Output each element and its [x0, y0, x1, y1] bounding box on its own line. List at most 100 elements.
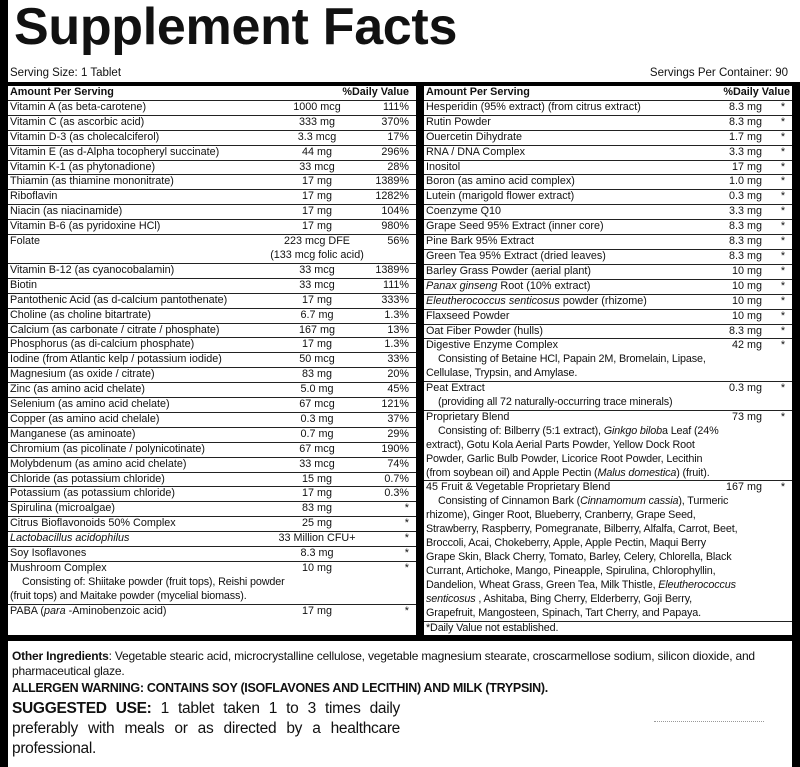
daily-value: * [780, 264, 786, 277]
text-segment: Molybdenum (as amino acid chelate) [10, 457, 187, 470]
daily-value: * [780, 279, 786, 292]
text-segment: PABA ( [10, 604, 45, 617]
nutrient-name: Pantothenic Acid (as d-calcium pantothen… [10, 294, 269, 308]
text-segment: Powder, Garlic Bulb Powder, Licorice Roo… [426, 452, 703, 465]
text-segment: Lactobacillus acidophilus [10, 532, 130, 545]
daily-value-header: %Daily Value [723, 86, 790, 98]
text-segment: Broccoli, Acai, Chokeberry, Apple, Apple… [426, 537, 707, 550]
table-row-continued: (133 mcg folic acid) [8, 249, 416, 264]
nutrient-amount: 73 mg [731, 410, 762, 423]
text-segment: Vitamin D-3 (as cholecalciferol) [10, 130, 160, 143]
nutrient-amount: 1.7 mg [728, 130, 762, 143]
nutrient-name: Chromium (as picolinate / polynicotinate… [10, 443, 269, 457]
ingredient-note: Cellulase, Trypsin, and Amylase. [424, 367, 792, 383]
text-segment: Vitamin C (as ascorbic acid) [10, 115, 145, 128]
text-segment: Manganese (as aminoate) [10, 427, 136, 440]
text-segment: Chloride (as potassium chloride) [10, 472, 165, 485]
daily-value: * [780, 382, 786, 395]
text-segment: Vitamin K-1 (as phytonadione) [10, 160, 156, 173]
nutrient-amount: 25 mg [301, 517, 332, 530]
text-segment: Soy Isoflavones [10, 547, 87, 560]
text-segment: Iodine (from Atlantic kelp / potassium i… [10, 353, 222, 366]
table-row: Panax ginseng Root (10% extract) 10 mg * [424, 280, 792, 295]
daily-value: 33% [387, 353, 409, 366]
nutrient-amount: 1000 mcg [293, 100, 341, 113]
nutrient-name: Lactobacillus acidophilus [10, 532, 269, 546]
table-row: Boron (as amino acid complex) 1.0 mg * [424, 175, 792, 191]
text-segment: Oat Fiber Powder (hulls) [426, 324, 544, 337]
text-segment: Magnesium (as oxide / citrate) [10, 368, 155, 381]
text-segment: Copper (as amino acid chelale) [10, 412, 160, 425]
table-row: Oat Fiber Powder (hulls) 8.3 mg * [424, 325, 792, 340]
nutrient-amount: 8.3 mg [728, 249, 762, 262]
ingredient-note: Consisting of: Shiitake powder (fruit to… [8, 576, 416, 590]
nutrient-amount: 3.3 mg [728, 205, 762, 218]
nutrient-amount: 33 mcg [299, 263, 335, 276]
text-segment: Grapefruit, Mangosteen, Spinach, Tart Ch… [426, 606, 701, 619]
table-row: Vitamin C (as ascorbic acid) 333 mg 370% [8, 116, 416, 131]
daily-value: * [780, 294, 786, 307]
nutrient-name: PABA (para -Aminobenzoic acid) [10, 605, 269, 619]
nutrient-amount: 67 mcg [299, 442, 335, 455]
text-segment: Ginkgo bilob [603, 424, 662, 437]
ingredient-note: (from soybean oil) and Apple Pectin (Mal… [424, 467, 792, 482]
daily-value: 1389% [375, 175, 409, 188]
nutrient-amount: 17 mg [301, 487, 332, 500]
nutrient-amount: 0.3 mg [728, 190, 762, 203]
servings-per-container: Servings Per Container: 90 [649, 67, 788, 79]
nutrient-amount: 0.7 mg [300, 427, 334, 440]
table-row: PABA (para -Aminobenzoic acid) 17 mg * [8, 605, 416, 619]
daily-value: 29% [387, 427, 409, 440]
table-row: Biotin 33 mcg 111% [8, 279, 416, 294]
text-segment: -Aminobenzoic acid) [65, 604, 167, 617]
text-segment: Vitamin B-6 (as pyridoxine HCl) [10, 220, 161, 233]
daily-value: * [404, 517, 409, 530]
ingredient-note: Strawberry, Raspberry, Pomegranate, Bilb… [424, 523, 792, 537]
text-segment: Potassium (as potassium chloride) [10, 487, 176, 500]
nutrient-name: Magnesium (as oxide / citrate) [10, 368, 269, 382]
daily-value: * [780, 220, 786, 233]
nutrient-name: Folate [10, 235, 269, 249]
daily-value: * [780, 235, 786, 248]
text-segment: Biotin [10, 278, 38, 291]
text-segment: Eleutherococcus [658, 578, 736, 591]
daily-value: 121% [381, 398, 409, 411]
daily-value: * [780, 190, 786, 203]
text-segment: rhizome), Ginger Root, Blueberry, Cranbe… [426, 509, 696, 522]
facts-table-right: Amount Per Serving %Daily Value Hesperid… [424, 82, 792, 636]
table-row: Hesperidin (95% extract) (from citrus ex… [424, 101, 792, 116]
daily-value: * [780, 175, 786, 188]
nutrient-name: Ouercetin Dihydrate [426, 131, 696, 145]
table-row: Vitamin K-1 (as phytonadione) 33 mcg 28% [8, 161, 416, 176]
nutrient-name: Spirulina (microalgae) [10, 502, 269, 516]
ingredient-note: Consisting of Betaine HCl, Papain 2M, Br… [424, 353, 792, 367]
table-row: Niacin (as niacinamide) 17 mg 104% [8, 205, 416, 221]
daily-value: * [780, 410, 786, 423]
text-segment: Peat Extract [426, 382, 485, 395]
text-segment: extract), Gotu Kola Aerial Parts Powder,… [426, 438, 695, 451]
table-row: Potassium (as potassium chloride) 17 mg 0.… [8, 487, 416, 503]
table-row: Vitamin D-3 (as cholecalciferol) 3.3 mcg 1… [8, 131, 416, 146]
text-segment: Pantothenic Acid (as d-calcium pantothen… [10, 293, 228, 306]
faint-mark [654, 721, 764, 723]
nutrient-name: Zinc (as amino acid chelate) [10, 383, 269, 397]
text-segment: Green Tea 95% Extract (dried leaves) [426, 249, 606, 262]
nutrient-name: Boron (as amino acid complex) [426, 175, 696, 189]
table-row: Ouercetin Dihydrate 1.7 mg * [424, 131, 792, 146]
daily-value: * [780, 100, 786, 113]
nutrient-amount: 83 mg [301, 502, 332, 515]
suggested-use-label: SUGGESTED USE: [12, 700, 152, 718]
table-row: Copper (as amino acid chelale) 0.3 mg 37% [8, 413, 416, 428]
daily-value: * [404, 547, 409, 560]
table-row: Riboflavin 17 mg 1282% [8, 190, 416, 206]
ingredient-note: Grapefruit, Mangosteen, Spinach, Tart Ch… [424, 607, 792, 622]
text-segment: Malus domestica [597, 466, 677, 479]
nutrient-name: Soy Isoflavones [10, 547, 269, 561]
text-segment: (from soybean oil) and Apple Pectin ( [426, 466, 598, 479]
label-header: Supplement Facts Serving Size: 1 Tablet … [8, 0, 800, 82]
text-segment: ), Turmeric [678, 495, 729, 508]
nutrient-name: Vitamin B-12 (as cyanocobalamin) [10, 264, 269, 278]
ingredient-note: extract), Gotu Kola Aerial Parts Powder,… [424, 439, 792, 453]
ingredient-note: (fruit tops) and Maitake powder (mycelia… [8, 590, 416, 605]
text-segment: Coenzyme Q10 [426, 205, 502, 218]
